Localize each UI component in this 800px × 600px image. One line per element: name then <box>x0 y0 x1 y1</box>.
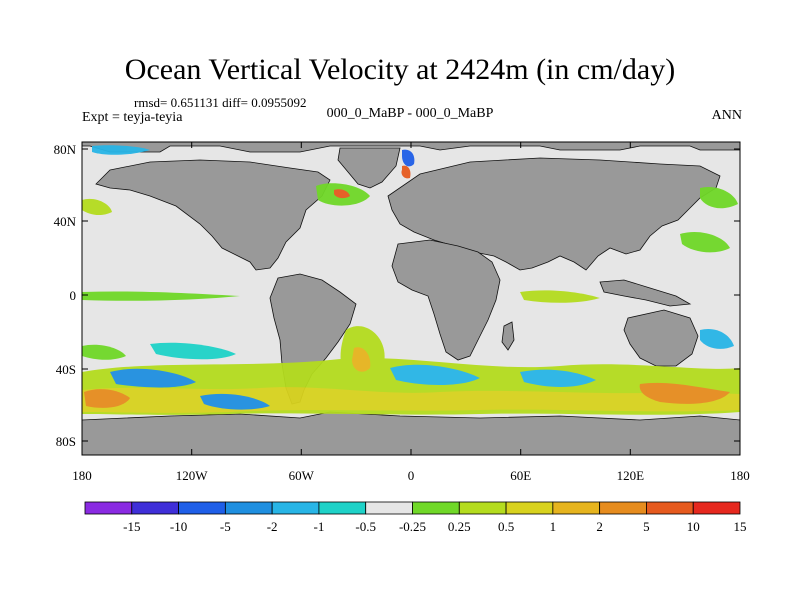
lat-tick-label: 40N <box>54 214 77 229</box>
colorbar <box>84 501 741 515</box>
colorbar-swatch <box>131 501 179 515</box>
colorbar-label: -0.25 <box>399 519 426 534</box>
madagascar <box>501 321 515 351</box>
plot-title: Ocean Vertical Velocity at 2424m (in cm/… <box>124 53 676 86</box>
velocity-patches <box>82 145 740 415</box>
indian-ocean-band <box>520 290 600 303</box>
africa <box>391 239 501 361</box>
antarctica <box>82 411 740 455</box>
colorbar-swatch <box>365 501 413 515</box>
so-orange-east <box>639 382 730 404</box>
experiment-label: Expt = teyja-teyia <box>82 110 183 125</box>
colorbar-labels: -15 -10 -5 -2 -1 -0.5 -0.25 0.25 0.5 1 2 5 10 15 <box>123 519 746 534</box>
colorbar-label: -10 <box>170 519 187 534</box>
nordic-patch-2 <box>401 165 411 179</box>
south-atlantic-core <box>352 347 371 372</box>
colorbar-label: 1 <box>550 519 557 534</box>
latitude-axis: 80N 40N 0 40S 80S <box>54 142 740 449</box>
colorbar-label: 5 <box>643 519 650 534</box>
colorbar-swatch <box>505 501 554 515</box>
colorbar-swatch <box>599 501 647 515</box>
west-pacific-patch <box>680 231 730 253</box>
comparison-label: 000_0_MaBP - 000_0_MaBP <box>326 106 494 121</box>
colorbar-label: 10 <box>687 519 700 534</box>
colorbar-swatch <box>224 501 273 515</box>
lon-tick-label: 60E <box>510 468 531 483</box>
colorbar-label: -2 <box>267 519 278 534</box>
north-pacific-west <box>82 198 112 216</box>
season-label: ANN <box>711 108 742 123</box>
lat-tick-label: 80N <box>54 142 77 157</box>
so-cyan-1 <box>150 342 236 360</box>
colorbar-swatch <box>271 501 320 515</box>
colorbar-label: -15 <box>123 519 140 534</box>
colorbar-swatch <box>412 501 460 515</box>
colorbar-swatch <box>692 501 741 515</box>
australia <box>623 309 699 367</box>
land-masses <box>82 142 740 455</box>
colorbar-swatch <box>552 501 601 515</box>
lon-tick-label: 180 <box>730 468 750 483</box>
lat-tick-label: 0 <box>70 288 77 303</box>
stats-text: rmsd= 0.651131 diff= 0.0955092 <box>134 95 307 110</box>
colorbar-label: 0.5 <box>498 519 514 534</box>
so-blue-3 <box>520 369 596 387</box>
lat-tick-label: 80S <box>56 434 76 449</box>
north-america <box>95 159 331 271</box>
colorbar-label: 15 <box>734 519 747 534</box>
colorbar-swatch <box>458 501 507 515</box>
arctic-patch <box>92 145 150 155</box>
so-blue-2 <box>390 364 480 385</box>
colorbar-label: 2 <box>596 519 603 534</box>
colorbar-swatch <box>646 501 694 515</box>
lon-tick-label: 60W <box>289 468 315 483</box>
colorbar-label: -1 <box>314 519 325 534</box>
colorbar-swatch <box>84 501 133 515</box>
colorbar-swatch <box>178 501 226 515</box>
so-blue-1 <box>110 368 196 388</box>
longitude-axis: 180 120W 60W 0 60E 120E 180 <box>72 142 750 483</box>
north-atlantic-red <box>334 189 350 199</box>
greenland <box>337 147 401 189</box>
lon-tick-label: 120E <box>617 468 645 483</box>
lon-tick-label: 0 <box>408 468 415 483</box>
nordic-patch <box>402 149 415 167</box>
maritime-continent <box>599 279 692 307</box>
colorbar-swatch <box>318 501 367 515</box>
north-pacific-east <box>700 186 738 209</box>
so-cyan-2 <box>82 344 126 360</box>
lat-tick-label: 40S <box>56 362 76 377</box>
colorbar-label: -0.5 <box>355 519 376 534</box>
lon-tick-label: 180 <box>72 468 92 483</box>
lon-tick-label: 120W <box>176 468 209 483</box>
so-blue-4 <box>200 393 270 410</box>
tasman-patch <box>700 328 734 349</box>
colorbar-label: 0.25 <box>448 519 471 534</box>
colorbar-label: -5 <box>220 519 231 534</box>
so-orange-west <box>84 389 130 408</box>
map-area <box>82 142 740 455</box>
eq-pacific-band <box>82 291 240 301</box>
